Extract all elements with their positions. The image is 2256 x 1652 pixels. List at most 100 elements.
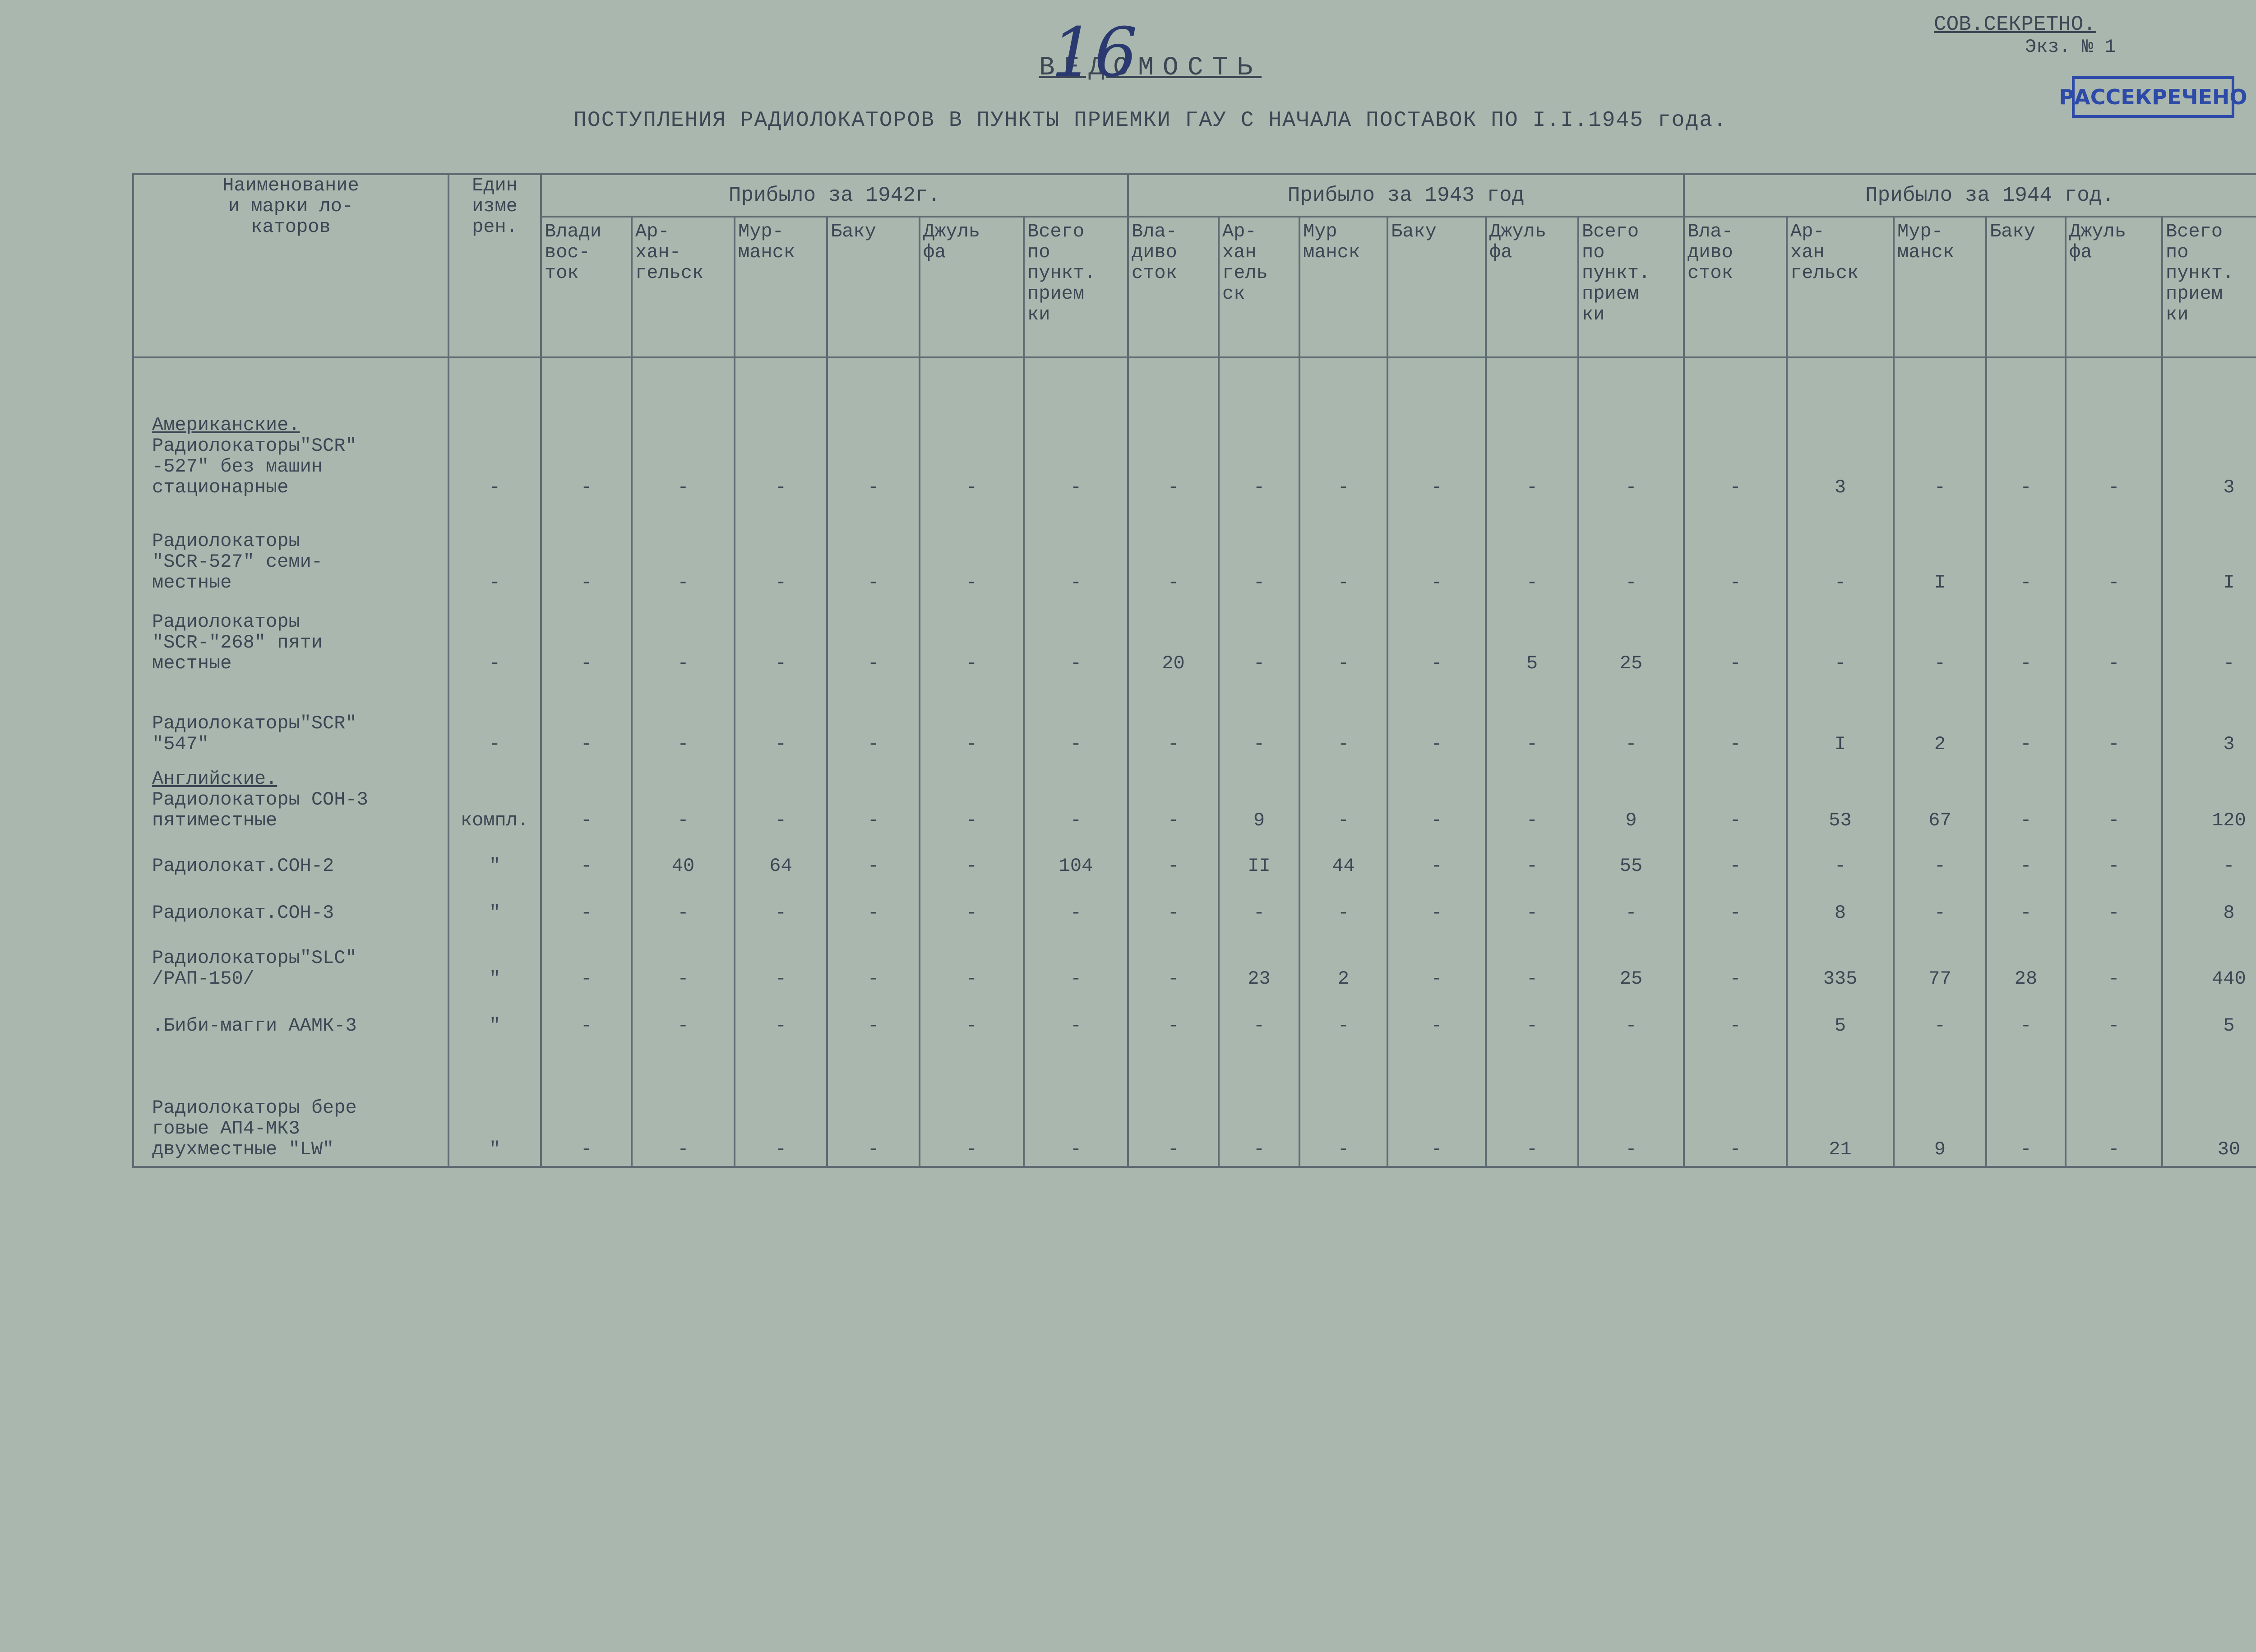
column-header: Ар- хан гель ск (1218, 216, 1300, 358)
value-cell: 40 (631, 837, 735, 883)
column-header: Влади вос- ток (540, 216, 633, 358)
value-cell: - (1985, 761, 2066, 837)
item-name: Радиолокаторы "SCR-"268" пяти местные (152, 611, 323, 674)
value-cell: - (2065, 680, 2163, 761)
value-cell: - (1577, 1042, 1685, 1168)
value-cell: - (1683, 1042, 1788, 1168)
value-cell: - (1387, 761, 1487, 837)
value-cell: - (1023, 357, 1129, 504)
item-cell: Радиолокат.СОН-2 (132, 837, 449, 883)
value-cell: - (540, 995, 633, 1042)
item-cell: Радиолокаторы бере говые АП4-МК3 двухмес… (132, 1042, 449, 1168)
value-cell: - (1577, 680, 1685, 761)
table-row: Американские. Радиолокаторы"SCR" -527" бе… (132, 357, 2256, 504)
unit-cell: " (448, 1042, 542, 1168)
value-cell: 21 (1786, 1042, 1895, 1168)
value-cell: - (2065, 883, 2163, 930)
column-header: Джуль фа (2065, 216, 2163, 358)
value-cell: - (2065, 761, 2163, 837)
declassified-stamp: РАССЕКРЕЧЕНО (2059, 76, 2247, 118)
value-cell: - (1985, 883, 2066, 930)
value-cell: - (1299, 357, 1388, 504)
value-cell: - (1985, 995, 2066, 1042)
column-header: Вла- диво сток (1683, 216, 1788, 358)
title: ВЕДОМОСТЬ (1039, 53, 1262, 83)
value-cell: - (1023, 761, 1129, 837)
value-cell: - (1299, 995, 1388, 1042)
value-cell: - (631, 930, 735, 995)
value-cell: - (1387, 883, 1487, 930)
value-cell: - (1218, 599, 1300, 680)
value-cell: 2 (1299, 930, 1388, 995)
unit-cell: " (448, 883, 542, 930)
value-cell: - (540, 761, 633, 837)
value-cell: - (1485, 357, 1579, 504)
value-cell: 25 (1577, 599, 1685, 680)
value-cell: - (2065, 599, 2163, 680)
value-cell: - (919, 883, 1025, 930)
value-cell: - (1893, 883, 1987, 930)
value-cell: - (1299, 680, 1388, 761)
value-cell: - (734, 680, 828, 761)
value-cell: - (1577, 504, 1685, 599)
column-header: Наименование и марки ло- каторов (132, 173, 449, 358)
table-row: Английские. Радиолокаторы СОН-3 пятиместн… (132, 761, 2256, 837)
value-cell: - (734, 504, 828, 599)
column-header: Баку (826, 216, 920, 358)
value-cell: - (1127, 504, 1220, 599)
value-cell: - (1218, 1042, 1300, 1168)
value-cell: - (631, 1042, 735, 1168)
value-cell: - (1683, 995, 1788, 1042)
value-cell: - (1893, 357, 1987, 504)
value-cell: - (2065, 504, 2163, 599)
value-cell: - (1023, 883, 1129, 930)
value-cell: - (1299, 599, 1388, 680)
item-cell: Радиолокаторы "SCR-527" семи- местные (132, 504, 449, 599)
column-header: Вла- диво сток (1127, 216, 1220, 358)
group-header: Прибыло за 1943 год (1127, 173, 1685, 217)
value-cell: I (2161, 504, 2256, 599)
value-cell: - (631, 995, 735, 1042)
value-cell: - (631, 680, 735, 761)
header-row: Влади вос- ток Ар- хан- гельск Мур- манск Б… (133, 216, 2256, 358)
value-cell: - (1485, 680, 1579, 761)
column-header: Всего по пункт. прием ки (1577, 216, 1685, 358)
value-cell: - (919, 680, 1025, 761)
item-cell: Радиолокат.СОН-3 (132, 883, 449, 930)
column-header: Мур- манск (734, 216, 828, 358)
header-row: Наименование и марки ло- каторов Един изм… (132, 173, 2256, 358)
value-cell: - (1218, 357, 1300, 504)
value-cell: 5 (2161, 995, 2256, 1042)
value-cell: - (1577, 883, 1685, 930)
value-cell: - (540, 930, 633, 995)
value-cell: - (1023, 680, 1129, 761)
value-cell: - (826, 930, 920, 995)
unit-cell: - (448, 504, 542, 599)
value-cell: - (1387, 357, 1487, 504)
item-cell: Радиолокаторы"SCR" "547" (132, 680, 449, 761)
value-cell: - (1485, 930, 1579, 995)
value-cell: - (1299, 1042, 1388, 1168)
page-number: 16 (1051, 14, 1137, 92)
value-cell: 104 (1023, 837, 1129, 883)
column-header: Джуль фа (919, 216, 1025, 358)
value-cell: - (1387, 599, 1487, 680)
table-row: .Биби-магги ААМК-3 " - - - - - - - - - - - - -5- - -5 (132, 995, 2256, 1042)
value-cell: - (631, 599, 735, 680)
value-cell: - (1683, 599, 1788, 680)
value-cell: - (1985, 680, 2066, 761)
value-cell: - (1023, 995, 1129, 1042)
value-cell: 77 (1893, 930, 1987, 995)
value-cell: - (1023, 930, 1129, 995)
value-cell: - (1218, 995, 1300, 1042)
value-cell: 3 (2161, 680, 2256, 761)
value-cell: - (1485, 837, 1579, 883)
table-header: Наименование и марки ло- каторов Един изм… (132, 173, 2256, 358)
value-cell: - (1683, 504, 1788, 599)
value-cell: - (1023, 1042, 1129, 1168)
value-cell: - (1683, 357, 1788, 504)
unit-cell: - (448, 680, 542, 761)
value-cell: - (2065, 837, 2163, 883)
value-cell: - (1893, 995, 1987, 1042)
table-row: Радиолокаторы "SCR-527" семи- местные - - -… (132, 504, 2256, 599)
